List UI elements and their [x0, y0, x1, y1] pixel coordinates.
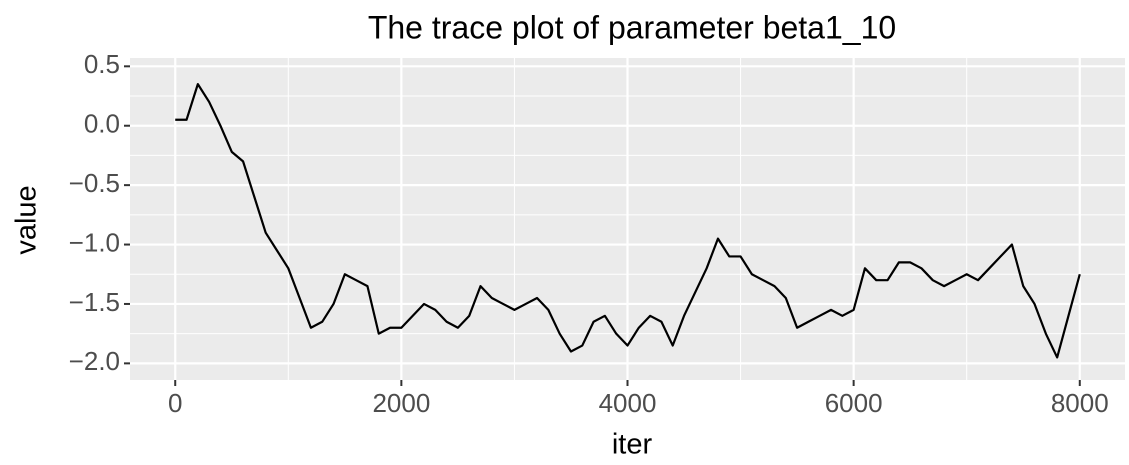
x-tick-label: 0 — [168, 388, 182, 418]
x-tick-label: 6000 — [825, 388, 883, 418]
y-tick-label: 0.5 — [84, 49, 120, 79]
y-axis-label: value — [11, 185, 43, 254]
trace-line — [175, 83, 1081, 359]
y-tick-label: −1.0 — [69, 227, 120, 257]
x-tick-label: 2000 — [372, 388, 430, 418]
y-tick-label: −1.5 — [69, 287, 120, 317]
chart-title: The trace plot of parameter beta1_10 — [368, 9, 896, 45]
y-tick-label: −0.5 — [69, 168, 120, 198]
x-tick-label: 8000 — [1051, 388, 1109, 418]
y-tick-label: 0.0 — [84, 109, 120, 139]
x-axis-label: iter — [612, 429, 653, 460]
y-tick-label: −2.0 — [69, 346, 120, 376]
x-tick-label: 4000 — [599, 388, 657, 418]
